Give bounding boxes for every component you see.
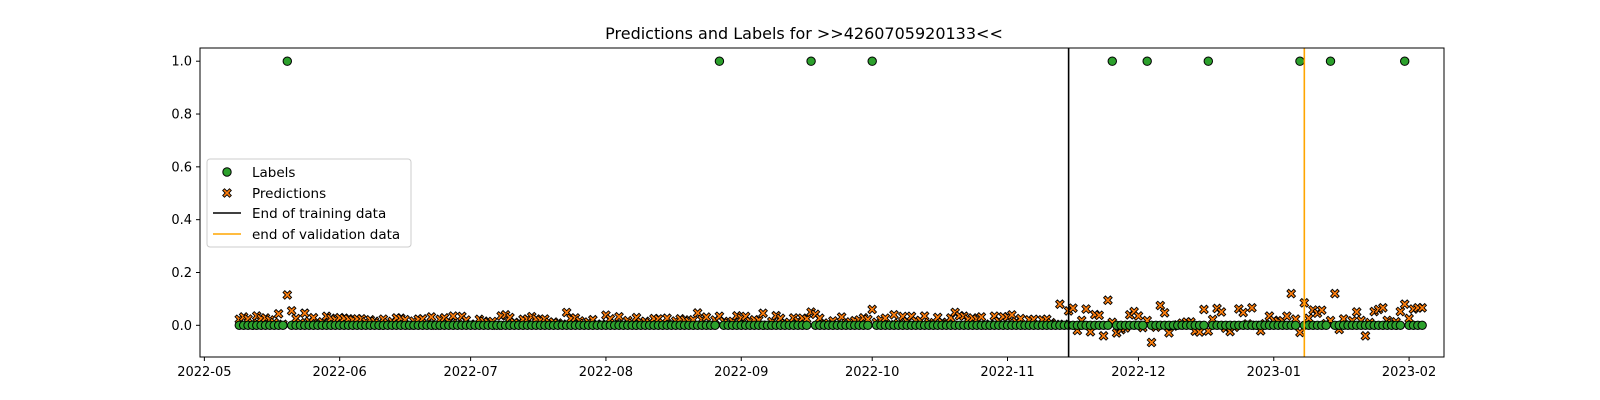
label-point xyxy=(806,56,816,66)
prediction-point xyxy=(1399,299,1410,310)
prediction-point xyxy=(286,305,297,316)
legend-labels-text: Labels xyxy=(252,165,295,181)
prediction-point xyxy=(701,312,712,323)
prediction-point xyxy=(282,290,293,300)
label-point xyxy=(1417,320,1427,331)
prediction-point xyxy=(1247,302,1257,313)
prediction-point xyxy=(614,311,624,322)
x-tick-label: 2023-02 xyxy=(1382,365,1436,380)
y-tick-label: 0.0 xyxy=(171,319,192,334)
y-tick-label: 1.0 xyxy=(171,55,192,70)
label-point xyxy=(282,56,292,66)
y-tick-label: 0.6 xyxy=(171,160,192,175)
prediction-point xyxy=(1133,311,1144,321)
legend-box xyxy=(206,158,412,248)
legend-labels-marker xyxy=(222,167,232,177)
prediction-point xyxy=(1155,300,1166,311)
prediction-point xyxy=(1316,305,1327,316)
x-tick-label: 2022-09 xyxy=(714,365,768,380)
prediction-point xyxy=(1198,304,1209,315)
reference-lines xyxy=(1067,48,1306,357)
prediction-point xyxy=(1006,309,1017,320)
prediction-point xyxy=(1286,288,1297,299)
prediction-point xyxy=(1094,310,1105,321)
prediction-point xyxy=(1054,299,1065,310)
prediction-point xyxy=(1377,302,1388,313)
label-point xyxy=(1325,56,1336,66)
prediction-point xyxy=(1081,304,1092,314)
prediction-point xyxy=(1360,330,1371,341)
x-tick-label: 2022-12 xyxy=(1111,365,1165,380)
x-tick-label: 2022-11 xyxy=(980,365,1034,380)
label-point xyxy=(802,320,812,331)
label-point xyxy=(1203,56,1213,66)
prediction-point xyxy=(1281,311,1292,322)
chart-title: Predictions and Labels for >>42607059201… xyxy=(605,24,1003,43)
prediction-point xyxy=(1159,307,1170,318)
x-tick-label: 2022-05 xyxy=(177,365,231,380)
prediction-point xyxy=(299,308,310,319)
label-point xyxy=(710,320,720,331)
y-tick-label: 0.2 xyxy=(171,266,192,281)
y-tick-label: 0.8 xyxy=(171,108,192,123)
label-point xyxy=(863,320,873,331)
label-point xyxy=(1295,56,1305,66)
label-point xyxy=(1290,320,1301,331)
x-axis: 2022-05 2022-06 2022-07 2022-08 2022-09 2022-… xyxy=(177,357,1436,380)
label-point xyxy=(1103,320,1113,331)
label-point xyxy=(1400,56,1410,66)
plot-marks xyxy=(234,48,1428,357)
x-tick-label: 2022-10 xyxy=(845,365,899,380)
y-axis: 0.0 0.2 0.4 0.6 0.8 1.0 xyxy=(171,55,200,334)
prediction-point xyxy=(889,309,899,320)
legend-predictions-marker xyxy=(222,188,232,198)
plot-frame xyxy=(199,47,1445,358)
prediction-point xyxy=(1351,307,1362,317)
x-tick-label: 2022-06 xyxy=(313,365,367,380)
legend-predictions-text: Predictions xyxy=(252,186,326,202)
label-point xyxy=(1199,320,1209,331)
prediction-point xyxy=(867,304,878,315)
x-tick-label: 2023-01 xyxy=(1247,365,1301,380)
prediction-point xyxy=(1102,295,1113,306)
legend-validation-text: end of validation data xyxy=(252,227,400,243)
prediction-point xyxy=(758,308,769,319)
prediction-point xyxy=(1098,330,1109,341)
prediction-point xyxy=(1395,306,1406,317)
y-tick-label: 0.4 xyxy=(171,213,192,228)
legend-x-marker xyxy=(222,188,232,198)
label-point xyxy=(714,56,725,66)
label-point xyxy=(1395,320,1406,331)
x-tick-label: 2022-08 xyxy=(579,365,633,380)
label-point xyxy=(1142,56,1152,66)
x-tick-label: 2022-07 xyxy=(443,365,497,380)
prediction-point xyxy=(976,311,987,322)
prediction-point xyxy=(1146,337,1157,348)
labels-series xyxy=(234,56,1427,331)
label-point xyxy=(278,320,288,331)
prediction-point xyxy=(426,311,437,322)
legend-training-text: End of training data xyxy=(252,206,386,222)
label-point xyxy=(1138,320,1148,331)
label-point xyxy=(1321,320,1331,331)
prediction-point xyxy=(1216,307,1227,317)
legend: Labels Predictions End of training data … xyxy=(206,158,412,248)
prediction-point xyxy=(1417,302,1428,313)
prediction-point xyxy=(1404,313,1415,324)
prediction-point xyxy=(273,308,284,319)
label-point xyxy=(1107,56,1117,66)
label-point xyxy=(867,56,877,66)
prediction-point xyxy=(1329,288,1340,299)
